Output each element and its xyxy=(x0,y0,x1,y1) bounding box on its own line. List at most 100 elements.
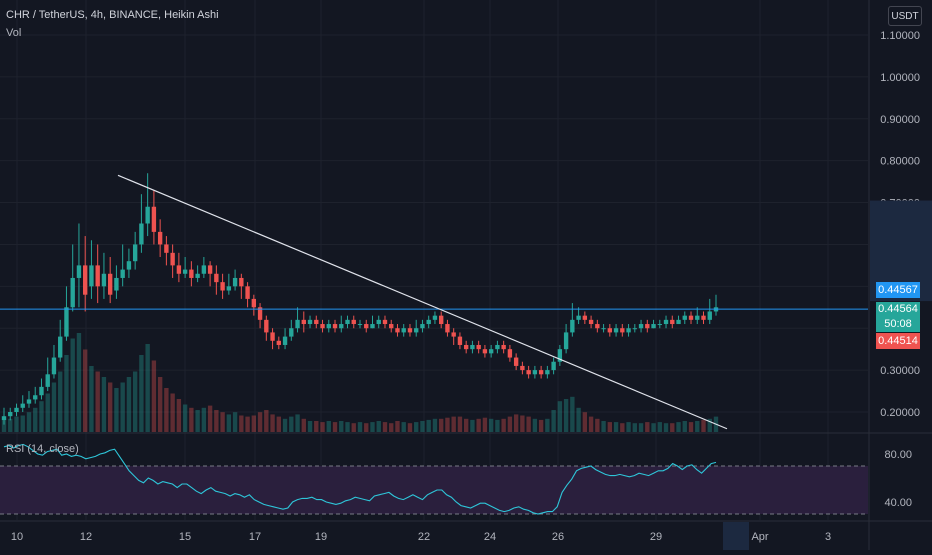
price-axis-label: 1.00000 xyxy=(880,72,920,84)
candle-body xyxy=(95,265,100,287)
candle-body xyxy=(114,277,119,291)
candle-body xyxy=(457,336,463,345)
volume-bar xyxy=(232,412,238,432)
volume-bar xyxy=(670,423,675,432)
candle-body xyxy=(588,319,594,325)
candle-body xyxy=(58,336,63,358)
volume-bar xyxy=(8,418,13,432)
trend-line xyxy=(117,174,728,430)
candle-body xyxy=(476,344,481,350)
volume-bar xyxy=(264,410,269,432)
last-price-tag[interactable]: 0.44564 50:08 xyxy=(876,302,920,332)
price-axis-label: 0.90000 xyxy=(880,114,920,126)
candle-body xyxy=(201,265,207,274)
candle-body xyxy=(651,324,656,329)
volume-bar xyxy=(651,423,656,432)
candle-body xyxy=(33,395,38,400)
volume-legend[interactable]: Vol xyxy=(6,27,22,39)
candle-body xyxy=(595,324,600,329)
candle-body xyxy=(663,319,669,325)
candle-body xyxy=(695,315,700,320)
volume-bar xyxy=(45,393,50,432)
candle-body xyxy=(470,344,475,350)
volume-bar xyxy=(220,412,225,432)
candle-body xyxy=(301,319,306,325)
candle-body xyxy=(501,344,506,350)
volume-bar xyxy=(513,414,519,432)
volume-bar xyxy=(207,405,213,432)
volume-bar xyxy=(701,419,706,432)
candle-body xyxy=(83,265,88,295)
candle-body xyxy=(332,324,338,329)
candle-body xyxy=(632,328,637,330)
candle-body xyxy=(289,328,294,337)
price-axis-label: 0.30000 xyxy=(880,365,920,377)
volume-bar xyxy=(126,377,132,432)
candle-body xyxy=(226,286,232,291)
candle-body xyxy=(432,315,438,320)
volume-bar xyxy=(538,419,544,432)
time-axis-label: 19 xyxy=(315,531,327,543)
volume-bar xyxy=(370,422,375,432)
candle-body xyxy=(626,328,631,333)
candle-body xyxy=(132,244,138,262)
low-price-tag[interactable]: 0.44514 xyxy=(876,333,920,349)
volume-bar xyxy=(488,418,494,432)
rsi-legend[interactable]: RSI (14, close) xyxy=(6,443,79,455)
volume-bar xyxy=(551,410,556,432)
volume-bar xyxy=(557,401,563,432)
volume-bar xyxy=(563,399,569,432)
volume-bar xyxy=(576,407,581,432)
volume-bar xyxy=(445,417,450,432)
candle-body xyxy=(51,357,57,375)
candle-body xyxy=(682,315,687,320)
candle-body xyxy=(189,269,194,278)
volume-bar xyxy=(39,401,44,432)
symbol-legend[interactable]: CHR / TetherUS, 4h, BINANCE, Heikin Ashi xyxy=(6,9,219,21)
current-time-highlight xyxy=(723,522,749,550)
candle-body xyxy=(264,319,269,333)
volume-bar xyxy=(376,421,381,432)
volume-bar xyxy=(420,421,425,432)
volume-bar xyxy=(214,410,219,432)
candle-body xyxy=(239,277,244,287)
candle-body xyxy=(20,403,25,408)
volume-bar xyxy=(76,333,82,432)
volume-bars xyxy=(1,333,719,432)
volume-bar xyxy=(201,407,207,432)
candle-body xyxy=(307,319,313,325)
candle-body xyxy=(320,324,325,329)
volume-bar xyxy=(695,421,700,432)
time-axis-label: 10 xyxy=(11,531,23,543)
candle-body xyxy=(520,365,525,371)
candles xyxy=(1,173,719,425)
volume-bar xyxy=(51,382,57,432)
candle-body xyxy=(538,370,544,375)
candle-body xyxy=(251,298,257,308)
candle-body xyxy=(601,328,606,330)
volume-bar xyxy=(145,344,150,432)
volume-bar xyxy=(457,416,463,432)
volume-bar xyxy=(270,414,275,432)
volume-bar xyxy=(414,422,419,432)
volume-bar xyxy=(332,422,338,432)
candle-body xyxy=(613,328,619,333)
volume-bar xyxy=(33,407,38,432)
candle-body xyxy=(195,273,200,278)
candle-body xyxy=(376,319,381,325)
time-axis-label: 12 xyxy=(80,531,92,543)
candle-body xyxy=(389,324,394,329)
volume-bar xyxy=(195,410,200,432)
time-axis-label: 17 xyxy=(249,531,261,543)
volume-bar xyxy=(632,423,637,432)
candle-body xyxy=(182,269,188,274)
volume-bar xyxy=(170,393,175,432)
volume-bar xyxy=(407,423,413,432)
candle-body xyxy=(76,265,82,278)
alert-line-price-tag[interactable]: 0.44567 xyxy=(876,282,920,298)
volume-bar xyxy=(251,415,257,432)
candle-body xyxy=(445,324,450,333)
currency-badge[interactable]: USDT xyxy=(888,6,922,26)
volume-bar xyxy=(164,388,169,432)
